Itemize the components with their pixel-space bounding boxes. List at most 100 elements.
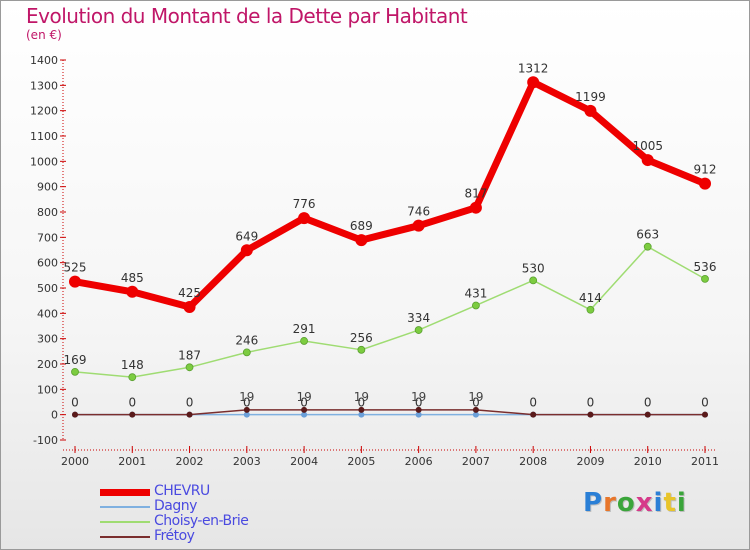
y-tick-label: 600 [37,257,58,270]
data-point [185,363,194,372]
data-label: 256 [350,331,373,345]
data-label: 19 [296,390,311,404]
data-label: 169 [64,353,87,367]
data-label: 19 [411,390,426,404]
data-label: 0 [529,396,537,410]
x-tick-label: 2007 [462,455,490,468]
series-line-CHEVRU [74,78,707,311]
data-point [586,305,595,314]
data-label: 0 [186,396,194,410]
data-label: 414 [579,291,602,305]
legend-item: CHEVRU [100,484,360,499]
legend-swatch [100,521,150,523]
chart-subtitle: (en €) [26,28,62,42]
data-label: 817 [464,187,487,201]
y-tick-label: 500 [37,282,58,295]
data-label: 0 [587,396,595,410]
data-point [129,411,136,418]
data-label: 148 [121,358,144,372]
legend-label: Dagny [154,498,197,514]
y-tick-label: 200 [37,358,58,371]
x-tick-label: 2005 [347,455,375,468]
data-label: 0 [472,396,480,410]
data-point [701,274,709,283]
y-tick-label: 300 [37,333,58,346]
data-point [300,337,308,345]
data-label: 1199 [575,90,606,104]
data-label: 425 [178,286,201,300]
data-label: 0 [701,396,709,410]
data-point [243,411,250,418]
x-tick-label: 2001 [118,455,146,468]
data-point [644,411,651,418]
data-label: 776 [293,197,316,211]
chart-legend: CHEVRU Dagny Choisy-en-Brie Frétoy [100,484,360,544]
data-point [355,234,368,247]
data-label: 0 [71,396,79,410]
data-point [243,406,250,413]
data-label: 19 [354,390,369,404]
data-point [301,406,308,413]
legend-swatch [100,536,150,538]
data-label: 0 [300,396,308,410]
y-tick-label: 1000 [30,155,58,168]
data-label: 912 [694,163,717,177]
data-point [358,411,365,418]
legend-label: Frétoy [154,528,195,544]
y-tick-label: 400 [37,307,58,320]
data-point [128,373,137,382]
data-point [472,301,480,310]
data-label: 0 [415,396,423,410]
data-label: 1312 [518,61,549,75]
legend-item: Choisy-en-Brie [100,514,360,529]
data-point [72,411,78,418]
data-label: 334 [407,311,430,325]
data-label: 1005 [632,139,663,153]
data-point [298,212,311,225]
legend-item: Dagny [100,499,360,514]
y-tick-label: 900 [37,181,58,194]
legend-label: Choisy-en-Brie [154,513,249,529]
data-point [357,345,366,354]
x-tick-label: 2008 [519,455,547,468]
x-tick-label: 2004 [290,455,318,468]
data-point [529,276,538,285]
data-point [587,411,594,418]
data-point [126,285,139,298]
data-label: 663 [636,228,659,242]
y-tick-label: 800 [37,206,58,219]
data-label: 649 [235,229,258,243]
data-label: 246 [235,333,258,347]
y-tick-label: 1100 [30,130,58,143]
series-line-Choisy-en-Brie [74,245,706,378]
data-point [699,177,711,190]
data-label: 746 [407,205,430,219]
x-tick-label: 2002 [176,455,204,468]
series-line-Frétoy [75,409,705,416]
data-point [301,411,308,418]
x-tick-label: 2010 [634,455,662,468]
data-point [71,367,79,376]
data-point [643,242,652,251]
data-label: 0 [243,396,251,410]
data-point [472,411,479,418]
y-tick-label: -100 [33,434,58,447]
data-label: 689 [350,219,373,233]
data-label: 0 [644,396,652,410]
data-point [242,348,251,357]
data-point [412,219,425,232]
data-point [358,406,365,413]
data-label: 187 [178,348,201,362]
data-point [469,201,482,214]
y-tick-label: 0 [51,409,58,422]
x-tick-label: 2003 [233,455,261,468]
data-point [584,104,597,117]
x-tick-label: 2011 [691,455,719,468]
data-label: 19 [468,390,483,404]
data-point [415,406,422,413]
x-tick-label: 2000 [61,455,89,468]
legend-swatch [100,489,150,496]
data-point [183,301,196,313]
